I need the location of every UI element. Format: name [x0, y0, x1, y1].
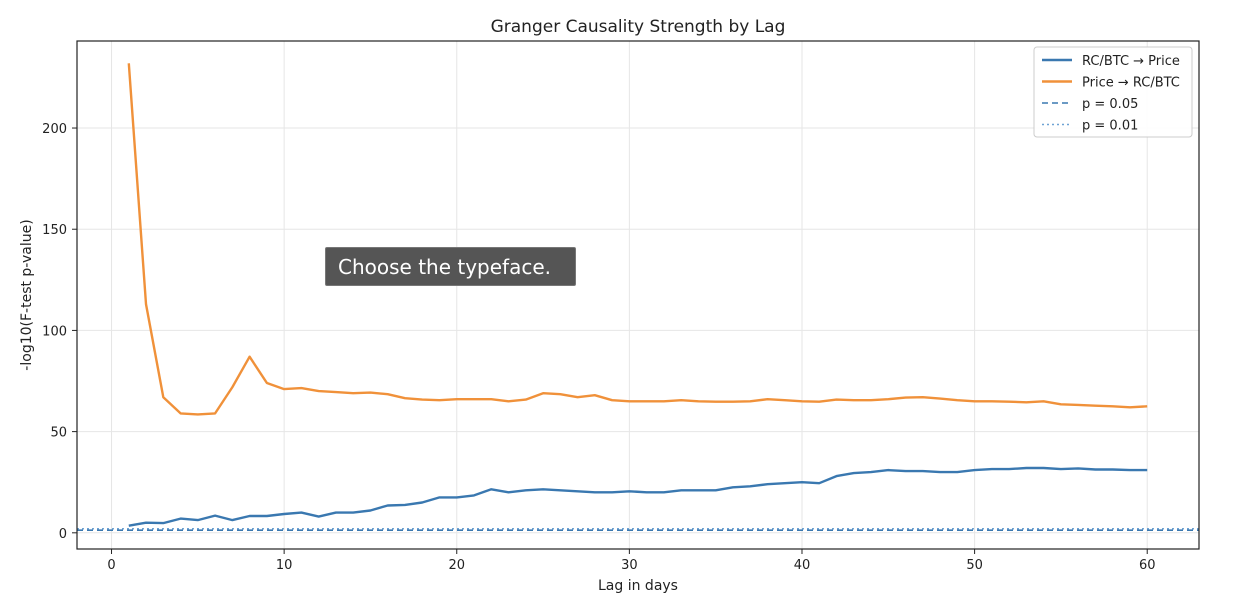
x-tick-label: 10 [276, 558, 293, 573]
legend-label-0: RC/BTC → Price [1082, 54, 1180, 69]
chart-title: Granger Causality Strength by Lag [491, 17, 786, 37]
y-tick-label: 100 [42, 324, 67, 339]
legend-label-2: p = 0.05 [1082, 97, 1138, 112]
x-tick-label: 40 [794, 558, 811, 573]
series-line-0 [128, 466, 1148, 527]
x-tick-label: 30 [621, 558, 638, 573]
legend-label-1: Price → RC/BTC [1082, 76, 1180, 91]
y-tick-label: 150 [42, 223, 67, 238]
y-tick-label: 0 [59, 527, 67, 542]
plot-frame [76, 40, 1200, 550]
y-axis-title: -log10(F-test p-value) [19, 219, 35, 370]
x-axis-title: Lag in days [598, 578, 678, 594]
y-tick-label: 200 [42, 122, 67, 137]
legend-box [1033, 46, 1193, 138]
x-tick-label: 20 [448, 558, 465, 573]
x-tick-label: 0 [107, 558, 115, 573]
legend-label-3: p = 0.01 [1082, 119, 1138, 134]
x-tick-label: 60 [1139, 558, 1156, 573]
series-line-1 [127, 63, 1148, 416]
typeface-tooltip: Choose the typeface. [325, 247, 576, 286]
x-tick-label: 50 [966, 558, 983, 573]
y-tick-label: 50 [50, 426, 67, 441]
